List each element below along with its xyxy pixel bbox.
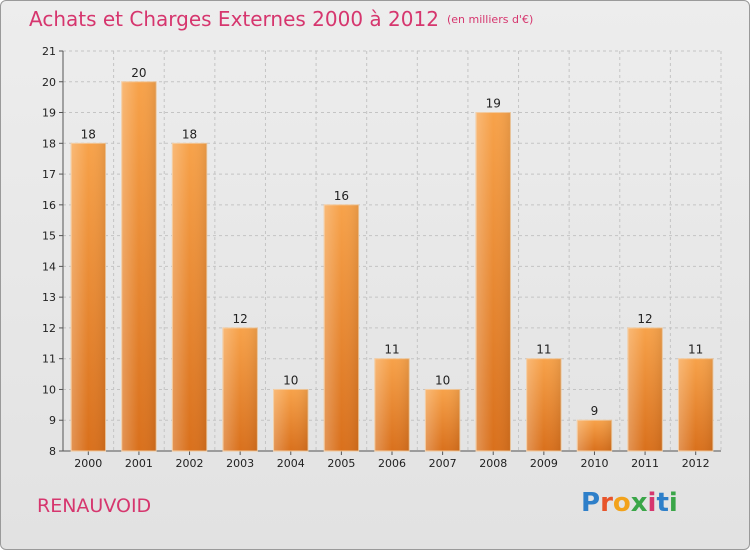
- bar-shade: [71, 143, 106, 452]
- x-tick-label: 2012: [682, 457, 710, 470]
- data-label: 18: [182, 127, 197, 141]
- bar-shade: [172, 143, 207, 452]
- data-label: 10: [283, 373, 298, 387]
- y-tick-label: 10: [42, 383, 56, 396]
- bar-shade: [425, 389, 460, 451]
- y-tick-label: 13: [42, 291, 56, 304]
- y-tick-label: 15: [42, 230, 56, 243]
- x-tick-label: 2003: [226, 457, 254, 470]
- data-label: 11: [384, 343, 399, 357]
- y-tick-label: 21: [42, 45, 56, 58]
- bar-shade: [526, 358, 562, 451]
- y-tick-label: 11: [42, 353, 56, 366]
- y-tick-label: 9: [49, 414, 56, 427]
- x-tick-label: 2002: [176, 457, 204, 470]
- chart-title: Achats et Charges Externes 2000 à 2012 (e…: [29, 7, 533, 31]
- y-tick-label: 16: [42, 199, 56, 212]
- y-tick-label: 17: [42, 168, 56, 181]
- logo-letter: t: [656, 488, 669, 518]
- data-label: 19: [486, 97, 501, 111]
- label-layer: 18 20 18 12 10 16 11 10 19 11 9 12 11: [81, 66, 704, 418]
- x-tick-label: 2010: [580, 457, 608, 470]
- bar-shade: [476, 112, 511, 452]
- logo-letter: x: [630, 488, 648, 518]
- bar-shade: [222, 327, 258, 451]
- x-tick-label: 2004: [277, 457, 305, 470]
- bar-shade: [121, 81, 157, 452]
- logo-letter: i: [668, 488, 678, 518]
- data-label: 11: [536, 343, 551, 357]
- x-tick-label: 2001: [125, 457, 153, 470]
- data-label: 9: [591, 404, 599, 418]
- logo-letter: i: [647, 488, 657, 518]
- x-tick-label: 2009: [530, 457, 558, 470]
- town-name: RENAUVOID: [37, 495, 152, 517]
- chart-title-text: Achats et Charges Externes 2000 à 2012: [29, 7, 439, 31]
- y-tick-label: 14: [42, 260, 56, 273]
- bar-shade: [324, 204, 359, 451]
- data-label: 18: [81, 127, 96, 141]
- y-tick-label: 8: [49, 445, 56, 458]
- x-tick-label: 2011: [631, 457, 659, 470]
- bar-shade: [678, 358, 713, 451]
- logo-letter: P: [581, 488, 601, 518]
- data-label: 10: [435, 373, 450, 387]
- bar-shade: [577, 420, 612, 451]
- data-label: 16: [334, 189, 349, 203]
- y-tick-label: 18: [42, 137, 56, 150]
- x-tick-label: 2007: [429, 457, 457, 470]
- data-label: 11: [688, 343, 703, 357]
- bar-shade: [374, 358, 410, 451]
- y-tick-label: 20: [42, 76, 56, 89]
- y-tick-label: 12: [42, 322, 56, 335]
- x-tick-label: 2005: [327, 457, 355, 470]
- chart-unit: (en milliers d'€): [446, 13, 534, 26]
- logo-letter: o: [612, 488, 631, 518]
- bar-shade: [273, 389, 308, 451]
- data-label: 20: [131, 66, 146, 80]
- bar-layer: [70, 81, 714, 452]
- data-label: 12: [233, 312, 248, 326]
- x-tick-label: 2008: [479, 457, 507, 470]
- x-tick-label: 2006: [378, 457, 406, 470]
- proxiti-logo: Proxiti: [581, 488, 678, 518]
- x-tick-label: 2000: [74, 457, 102, 470]
- y-tick-label: 19: [42, 107, 56, 120]
- logo-letter: r: [600, 488, 613, 518]
- data-label: 12: [637, 312, 652, 326]
- bar-shade: [627, 327, 663, 451]
